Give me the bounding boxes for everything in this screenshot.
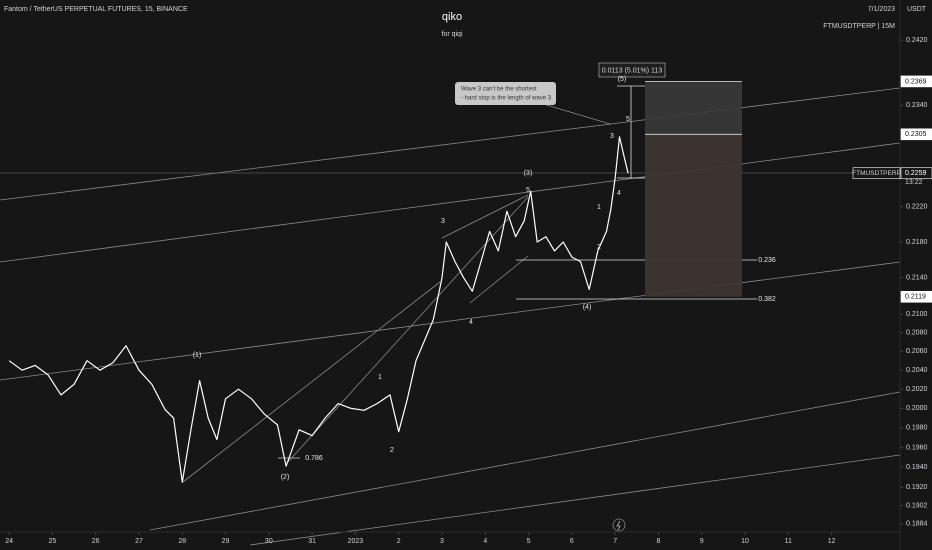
x-tick-label: 5: [527, 538, 531, 545]
price-line: [8, 136, 629, 483]
price-label-box: [900, 128, 932, 141]
wave-label: (4): [583, 304, 592, 311]
wave-label: 0.786: [305, 455, 323, 462]
wave-label: (3): [524, 170, 533, 177]
price-label: 0.2119: [905, 294, 926, 301]
x-tick-label: 29: [222, 538, 230, 545]
wave-label: (1): [193, 352, 202, 359]
ticker-label: FTMUSDTPERP: [852, 170, 901, 177]
chart-subtitle: for qiqi: [441, 31, 462, 38]
x-tick-label: 2: [397, 538, 401, 545]
wave-label: 0.236: [758, 257, 776, 264]
date: 7/1/2023: [868, 6, 895, 13]
x-tick-label: 2023: [348, 538, 364, 545]
wave-label: 3: [441, 218, 445, 225]
y-tick-label: 0.1980: [906, 425, 928, 432]
x-tick-label: 25: [48, 538, 56, 545]
x-tick-label: 4: [483, 538, 487, 545]
x-tick-label: 28: [178, 538, 186, 545]
event-icon[interactable]: [612, 518, 626, 532]
x-tick-label: 31: [308, 538, 316, 545]
y-tick-label: 0.2000: [906, 405, 928, 412]
price-label-box: [900, 290, 932, 303]
y-tick-label: 0.2220: [906, 204, 928, 211]
x-tick-label: 7: [613, 538, 617, 545]
y-tick-label: 0.2140: [906, 275, 928, 282]
wave-label: 3: [610, 133, 614, 140]
x-tick-label: 6: [570, 538, 574, 545]
currency: USDT: [907, 6, 927, 13]
x-tick-label: 9: [700, 538, 704, 545]
wedge-line: [469, 255, 529, 304]
x-tick-label: 3: [440, 538, 444, 545]
stop-zone: [645, 81, 742, 135]
measure-box: [598, 62, 666, 78]
measure-label: 0.0113 (5.01%) 113: [602, 67, 663, 74]
wave-label: 1: [378, 374, 382, 381]
ticker: FTMUSDTPERP | 15M: [823, 23, 895, 30]
price-label-box: [900, 167, 932, 180]
wave-line: [182, 281, 441, 483]
y-tick-label: 0.2100: [906, 311, 928, 318]
wave-label: 4: [617, 190, 621, 197]
y-tick-label: 0.1940: [906, 464, 928, 471]
y-tick-label: 0.1960: [906, 444, 928, 451]
wave-label: 2: [597, 244, 601, 251]
target-zone: [645, 134, 742, 297]
wave-line: [287, 196, 529, 463]
callout-text: Wave 3 can't be the shortest: [461, 87, 537, 93]
x-tick-label: 24: [5, 538, 13, 545]
ticker-box: [852, 167, 901, 180]
channel-line: [149, 391, 901, 531]
event-icon: [616, 520, 621, 531]
x-tick-label: 10: [741, 538, 749, 545]
y-tick-label: 0.2340: [906, 102, 928, 109]
price-label-box: [900, 75, 932, 88]
wave-label: 4: [469, 319, 473, 326]
y-tick-label: 0.2020: [906, 386, 928, 393]
channel-line: [249, 454, 901, 546]
price-label: 0.2369: [905, 78, 927, 85]
wave-label: (2): [281, 474, 290, 481]
y-tick-label: 0.2080: [906, 329, 928, 336]
wave-label: 1: [597, 204, 601, 211]
x-tick-label: 12: [828, 538, 836, 545]
wedge-line: [441, 194, 529, 239]
y-tick-label: 0.2420: [906, 37, 928, 44]
x-tick-label: 30: [265, 538, 273, 545]
wave-label: 5: [526, 187, 530, 194]
wave-label: 2: [390, 447, 394, 454]
y-tick-label: 0.2180: [906, 239, 928, 246]
channel-line: [0, 142, 901, 263]
y-tick-label: 0.1884: [906, 521, 928, 528]
x-tick-label: 26: [92, 538, 100, 545]
price-label: 0.2305: [905, 131, 927, 138]
price-label: 0.2259: [905, 170, 927, 177]
y-tick-label: 0.1902: [906, 502, 928, 509]
x-tick-label: 11: [785, 538, 792, 545]
channel-line: [0, 261, 901, 381]
x-tick-label: 27: [135, 538, 143, 545]
countdown: 13:22: [905, 179, 923, 186]
callout-box: [455, 82, 556, 105]
wave-label: (5): [618, 76, 627, 83]
callout-text: - hard stop is the length of wave 3: [461, 96, 552, 102]
wave-label: 0.382: [758, 296, 776, 303]
chart-title: qiko: [442, 11, 462, 23]
y-tick-label: 0.1920: [906, 484, 928, 491]
y-tick-label: 0.2040: [906, 367, 928, 374]
wave-label: 5: [626, 116, 630, 123]
symbol: Fantom / TetherUS PERPETUAL FUTURES, 15,…: [4, 6, 188, 13]
channel-line: [0, 87, 901, 201]
x-tick-label: 8: [656, 538, 660, 545]
y-tick-label: 0.2060: [906, 348, 928, 355]
